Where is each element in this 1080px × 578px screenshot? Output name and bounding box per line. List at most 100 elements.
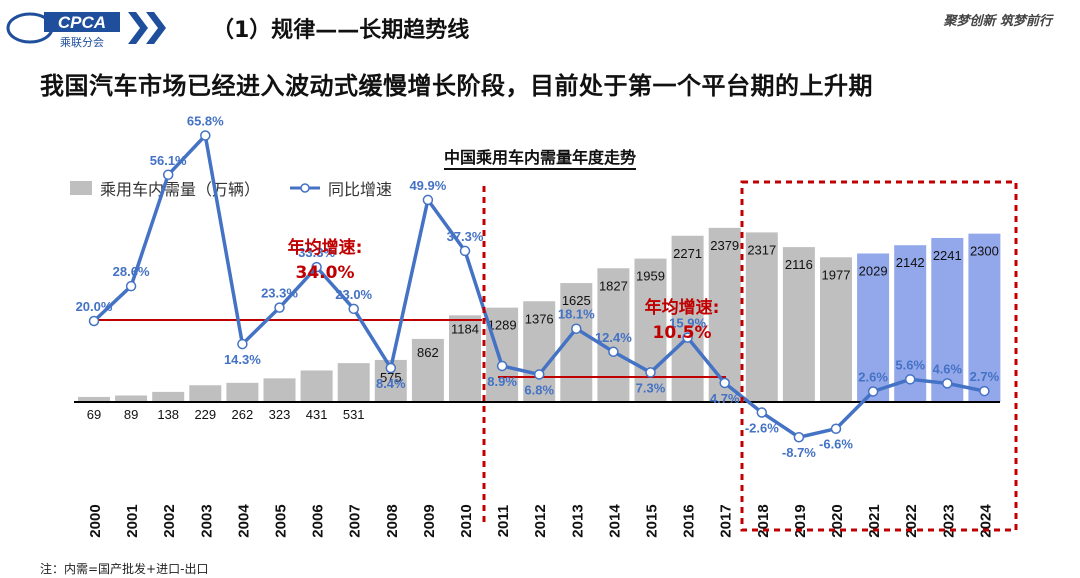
- bar-value-label-2018: 2317: [747, 242, 776, 257]
- annotation-avg-growth-2-value: 10.5%: [653, 323, 712, 343]
- legend-bar-label: 乘用车内需量（万辆）: [100, 180, 261, 199]
- x-tick-label-2004: 2004: [235, 504, 252, 538]
- x-tick-label-2016: 2016: [681, 504, 698, 537]
- growth-label-2017: 4.7%: [710, 391, 740, 406]
- x-tick-label-2018: 2018: [755, 504, 772, 537]
- bar-2023: [931, 237, 964, 402]
- bar-2018: [745, 232, 778, 402]
- growth-label-2003: 65.8%: [187, 114, 224, 129]
- x-tick-label-2003: 2003: [198, 504, 215, 537]
- bar-2000: [78, 396, 110, 402]
- bar-2011: [486, 307, 519, 402]
- growth-label-2005: 23.3%: [261, 286, 298, 301]
- growth-point-2001: [125, 280, 137, 292]
- legend-line-swatch: [290, 183, 321, 193]
- bar-value-label-2000: 69: [87, 407, 101, 422]
- bar-value-label-2001: 89: [124, 407, 138, 422]
- x-tick-label-2002: 2002: [161, 504, 178, 537]
- x-tick-label-2023: 2023: [940, 504, 957, 537]
- growth-label-2001: 28.6%: [113, 264, 150, 279]
- growth-label-2023: 4.6%: [932, 361, 962, 376]
- bar-value-label-2017: 2379: [710, 238, 739, 253]
- growth-point-2016: [682, 332, 693, 343]
- growth-label-2019: -8.7%: [782, 445, 816, 460]
- growth-point-2013: [571, 323, 582, 334]
- x-tick-label-2017: 2017: [718, 504, 735, 537]
- x-tick-label-2008: 2008: [384, 504, 401, 537]
- bar-2006: [300, 370, 333, 402]
- x-tick-label-2022: 2022: [903, 504, 920, 537]
- growth-point-2006: [311, 261, 322, 273]
- bar-2009: [411, 338, 444, 402]
- growth-point-2000: [88, 315, 100, 327]
- growth-point-2024: [979, 385, 990, 397]
- bar-2024: [968, 233, 1001, 402]
- chevron-right-icon: [146, 12, 166, 44]
- bar-value-label-2002: 138: [157, 407, 179, 422]
- bar-value-label-2009: 862: [417, 345, 439, 360]
- x-tick-label-2019: 2019: [792, 504, 809, 537]
- growth-label-2013: 18.1%: [558, 307, 595, 322]
- x-tick-label-2024: 2024: [977, 504, 994, 538]
- growth-point-2009: [422, 194, 434, 206]
- legend-bar-swatch: [70, 181, 92, 195]
- bar-2017: [708, 227, 741, 402]
- growth-label-2024: 2.7%: [970, 369, 1000, 384]
- page-subtitle: 我国汽车市场已经进入波动式缓慢增长阶段，目前处于第一个平台期的上升期: [40, 72, 873, 100]
- growth-point-2019: [793, 431, 805, 443]
- growth-label-2006: 33.3%: [298, 245, 335, 260]
- growth-label-2011: 8.9%: [487, 374, 517, 389]
- growth-point-2004: [237, 338, 248, 350]
- growth-point-2017: [719, 377, 730, 389]
- bar-value-label-2005: 323: [269, 407, 291, 422]
- bar-value-label-2021: 2029: [859, 263, 888, 278]
- bar-2014: [597, 268, 630, 402]
- chart-title: 中国乘用车内需量年度走势: [0, 144, 1080, 170]
- logo-text: CPCA: [58, 13, 106, 32]
- bar-2010: [449, 315, 481, 402]
- x-tick-label-2005: 2005: [273, 504, 290, 537]
- growth-point-2007: [348, 303, 359, 315]
- x-tick-label-2009: 2009: [421, 504, 438, 537]
- slogan: 聚梦创新 筑梦前行: [943, 14, 1052, 29]
- growth-point-2023: [942, 378, 953, 389]
- growth-label-2021: 2.6%: [858, 369, 888, 384]
- bar-value-label-2019: 2116: [785, 257, 813, 272]
- growth-label-2000: 20.0%: [76, 299, 113, 314]
- growth-point-2003: [200, 130, 211, 141]
- growth-label-2008: 8.4%: [376, 376, 406, 391]
- bar-value-label-2014: 1827: [599, 278, 628, 293]
- bar-2021: [857, 253, 890, 402]
- chart-legend: 乘用车内需量（万辆） 同比增速: [70, 176, 392, 200]
- growth-point-2005: [274, 302, 285, 313]
- x-tick-label-2010: 2010: [458, 504, 475, 537]
- logo-banner: [44, 12, 120, 32]
- growth-label-2016: 15.9%: [669, 316, 706, 331]
- growth-point-2018: [756, 407, 768, 418]
- bar-value-label-2010: 1184: [451, 321, 479, 336]
- growth-label-2004: 14.3%: [224, 352, 261, 367]
- growth-label-2020: -6.6%: [819, 437, 853, 452]
- bar-value-label-2007: 531: [343, 407, 365, 422]
- growth-label-2014: 12.4%: [595, 330, 632, 345]
- bar-2005: [263, 378, 296, 402]
- bar-value-label-2023: 2241: [933, 248, 962, 263]
- growth-point-2021: [867, 386, 879, 397]
- annotation-avg-growth-2-title: 年均增速:: [645, 297, 720, 318]
- growth-label-2022: 5.6%: [895, 357, 925, 372]
- growth-label-2015: 7.3%: [636, 380, 666, 395]
- bar-value-label-2004: 262: [232, 407, 254, 422]
- x-tick-label-2020: 2020: [829, 504, 846, 537]
- growth-label-2010: 37.3%: [447, 229, 484, 244]
- bar-value-label-2022: 2142: [896, 255, 925, 270]
- growth-point-2020: [830, 423, 842, 434]
- growth-label-2002: 56.1%: [150, 153, 187, 168]
- bar-value-label-2020: 1977: [822, 267, 851, 282]
- bar-value-label-2003: 229: [194, 407, 216, 422]
- bar-2020: [820, 257, 852, 402]
- logo-subtext: 乘联分会: [60, 36, 104, 49]
- bar-value-label-2024: 2300: [970, 244, 999, 259]
- footnote: 注：内需=国产批发+进口-出口: [40, 562, 209, 576]
- bar-value-label-2011: 1289: [488, 318, 517, 333]
